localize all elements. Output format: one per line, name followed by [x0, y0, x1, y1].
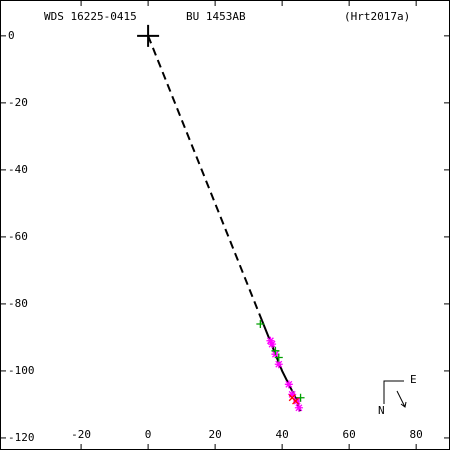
x-tick-label: 20: [208, 428, 221, 441]
y-tick-label: -40: [8, 163, 28, 176]
chart-subtitle: BU 1453AB: [186, 10, 246, 23]
y-tick-label: 0: [8, 29, 15, 42]
x-tick-label: 80: [410, 428, 423, 441]
orbit-line: [261, 320, 302, 412]
compass: E N: [378, 373, 417, 417]
y-tick-label: -60: [8, 230, 28, 243]
observation: [266, 336, 275, 345]
observation: [292, 397, 299, 405]
compass-axes: [383, 380, 404, 404]
observation: [288, 390, 297, 399]
y-tick-label: -20: [8, 96, 28, 109]
observation: [294, 403, 303, 412]
observation: [274, 360, 283, 369]
observation: [271, 346, 280, 355]
compass-north: N: [378, 404, 385, 417]
x-tick-label: 0: [145, 428, 152, 441]
observation: [268, 340, 277, 349]
compass-east: E: [410, 373, 417, 386]
x-tick-label: 60: [343, 428, 356, 441]
y-tick-label: -80: [8, 297, 28, 310]
x-tick-label: -20: [71, 428, 91, 441]
observation: [284, 380, 293, 389]
observation: [256, 320, 265, 329]
chart-title: WDS 16225-0415: [44, 10, 137, 23]
y-tick-label: -100: [8, 364, 35, 377]
annotation: (Hrt2017a): [344, 10, 410, 23]
primary-star: [137, 24, 160, 47]
x-tick-label: 40: [276, 428, 289, 441]
observation: [296, 393, 305, 402]
observation: [293, 397, 302, 406]
compass-arrow: [396, 390, 407, 408]
observation: [274, 353, 283, 362]
y-tick-label: -120: [8, 431, 35, 444]
